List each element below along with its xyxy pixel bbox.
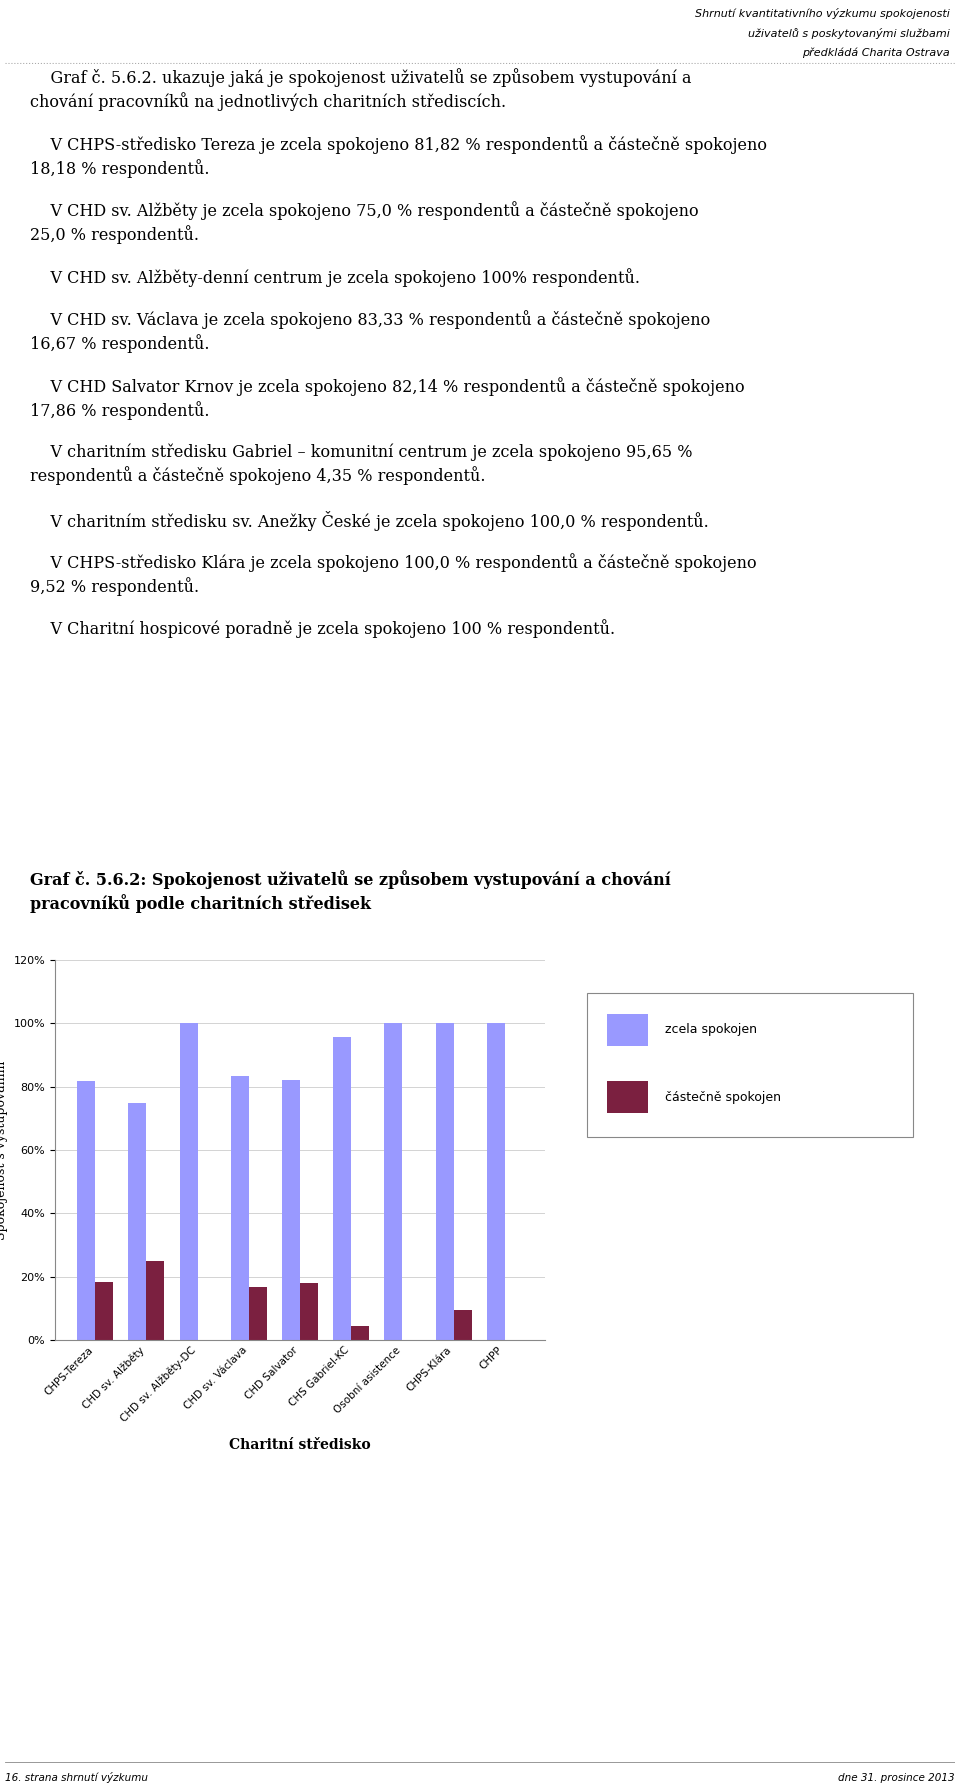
Text: předkládá Charita Ostrava: předkládá Charita Ostrava [803, 48, 950, 59]
Y-axis label: Spokojenost s vystupováním: Spokojenost s vystupováním [0, 1060, 8, 1239]
Bar [249, 1288, 267, 1340]
Text: Graf č. 5.6.2: Spokojenost uživatelů se způsobem vystupování a chování
pracovník: Graf č. 5.6.2: Spokojenost uživatelů se … [30, 870, 671, 913]
Bar [300, 1284, 318, 1340]
Text: V Charitní hospicové poradně je zcela spokojeno 100 % respondentů.: V Charitní hospicové poradně je zcela sp… [30, 620, 615, 638]
Text: ✚: ✚ [24, 20, 40, 39]
Bar [351, 1325, 370, 1340]
Bar [487, 1023, 505, 1340]
Bar [282, 1080, 300, 1340]
Bar [333, 1037, 351, 1340]
Bar [180, 1023, 198, 1340]
Text: V CHPS-středisko Tereza je zcela spokojeno 81,82 % respondentů a částečně spokoj: V CHPS-středisko Tereza je zcela spokoje… [30, 134, 767, 177]
Text: 16. strana shrnutí výzkumu: 16. strana shrnutí výzkumu [5, 1771, 148, 1784]
FancyBboxPatch shape [608, 1014, 648, 1046]
Text: V CHD sv. Alžběty je zcela spokojeno 75,0 % respondentů a částečně spokojeno
25,: V CHD sv. Alžběty je zcela spokojeno 75,… [30, 201, 699, 244]
Text: Graf č. 5.6.2. ukazuje jaká je spokojenost uživatelů se způsobem vystupování a
c: Graf č. 5.6.2. ukazuje jaká je spokojeno… [30, 68, 691, 111]
Text: V CHD Salvator Krnov je zcela spokojeno 82,14 % respondentů a částečně spokojeno: V CHD Salvator Krnov je zcela spokojeno … [30, 378, 745, 421]
Text: uživatelů s poskytovanými službami: uživatelů s poskytovanými službami [748, 29, 950, 39]
Bar [385, 1023, 402, 1340]
Text: Shrnutí kvantitativního výzkumu spokojenosti: Shrnutí kvantitativního výzkumu spokojen… [695, 7, 950, 18]
Text: V charitním středisku sv. Anežky České je zcela spokojeno 100,0 % respondentů.: V charitním středisku sv. Anežky České j… [30, 510, 708, 530]
FancyBboxPatch shape [587, 992, 913, 1137]
Bar [146, 1261, 164, 1340]
Bar [436, 1023, 454, 1340]
Bar [230, 1076, 249, 1340]
Text: V CHD sv. Václava je zcela spokojeno 83,33 % respondentů a částečně spokojeno
16: V CHD sv. Václava je zcela spokojeno 83,… [30, 310, 710, 353]
Bar [95, 1282, 113, 1340]
Text: V charitním středisku Gabriel – komunitní centrum je zcela spokojeno 95,65 %
res: V charitním středisku Gabriel – komunitn… [30, 444, 692, 485]
X-axis label: Charitní středisko: Charitní středisko [229, 1438, 371, 1453]
Text: dne 31. prosince 2013: dne 31. prosince 2013 [838, 1773, 955, 1782]
Text: zcela spokojen: zcela spokojen [665, 1023, 757, 1037]
Text: Charita: Charita [18, 47, 47, 54]
Text: V CHPS-středisko Klára je zcela spokojeno 100,0 % respondentů a částečně spokoje: V CHPS-středisko Klára je zcela spokojen… [30, 553, 756, 596]
Bar [454, 1309, 471, 1340]
Text: V CHD sv. Alžběty-denní centrum je zcela spokojeno 100% respondentů.: V CHD sv. Alžběty-denní centrum je zcela… [30, 269, 640, 287]
Bar [129, 1103, 146, 1340]
Bar [77, 1082, 95, 1340]
FancyBboxPatch shape [608, 1082, 648, 1112]
Text: částečně spokojen: částečně spokojen [665, 1091, 781, 1103]
